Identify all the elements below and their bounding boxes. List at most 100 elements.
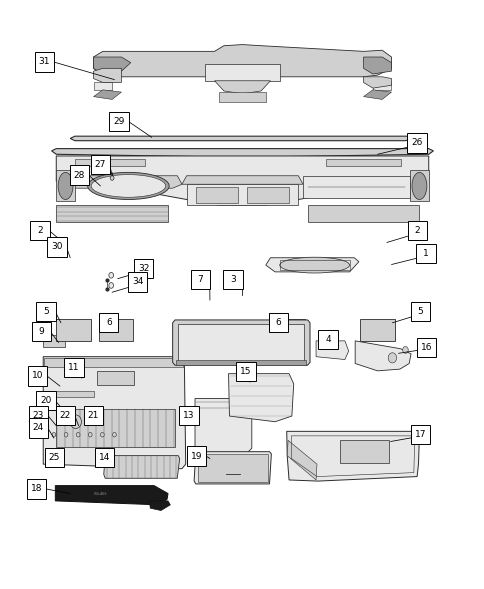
Bar — [56, 409, 175, 447]
Polygon shape — [363, 90, 391, 100]
Text: 26: 26 — [410, 138, 422, 147]
FancyBboxPatch shape — [407, 221, 426, 240]
Ellipse shape — [108, 283, 113, 288]
Polygon shape — [70, 136, 414, 141]
FancyBboxPatch shape — [109, 112, 128, 131]
Ellipse shape — [411, 173, 426, 200]
Text: 25: 25 — [48, 453, 60, 462]
Polygon shape — [104, 456, 179, 478]
FancyBboxPatch shape — [318, 330, 337, 349]
Bar — [219, 92, 265, 102]
Text: 6: 6 — [106, 318, 111, 327]
Text: 32: 32 — [138, 264, 149, 273]
FancyBboxPatch shape — [30, 221, 49, 240]
FancyBboxPatch shape — [91, 154, 110, 174]
Polygon shape — [265, 258, 358, 272]
FancyBboxPatch shape — [190, 270, 210, 289]
Polygon shape — [214, 81, 270, 94]
Polygon shape — [363, 77, 391, 88]
Ellipse shape — [58, 173, 73, 200]
Polygon shape — [228, 373, 293, 422]
FancyBboxPatch shape — [29, 418, 48, 438]
Text: 24: 24 — [33, 423, 44, 432]
Polygon shape — [359, 319, 394, 341]
FancyBboxPatch shape — [410, 425, 429, 444]
Bar — [75, 159, 144, 166]
Polygon shape — [56, 319, 91, 341]
FancyBboxPatch shape — [269, 313, 288, 332]
Polygon shape — [99, 319, 132, 341]
Ellipse shape — [112, 432, 116, 437]
Ellipse shape — [110, 176, 114, 180]
FancyBboxPatch shape — [64, 358, 83, 377]
Text: 2: 2 — [37, 226, 43, 235]
FancyBboxPatch shape — [47, 237, 67, 257]
Polygon shape — [287, 441, 317, 480]
Text: 20: 20 — [40, 396, 51, 405]
FancyBboxPatch shape — [187, 446, 206, 466]
Bar — [205, 64, 279, 81]
Text: 6: 6 — [275, 318, 281, 327]
Text: WILLANS: WILLANS — [93, 492, 107, 496]
Text: 15: 15 — [240, 367, 251, 376]
Text: 10: 10 — [32, 371, 43, 380]
Ellipse shape — [70, 415, 81, 429]
Text: 27: 27 — [94, 160, 106, 169]
FancyBboxPatch shape — [70, 166, 89, 185]
Text: 9: 9 — [38, 327, 44, 336]
FancyBboxPatch shape — [28, 366, 47, 386]
Bar — [97, 371, 134, 385]
Polygon shape — [354, 341, 410, 371]
FancyBboxPatch shape — [134, 259, 153, 278]
FancyBboxPatch shape — [95, 448, 114, 467]
Polygon shape — [56, 170, 75, 201]
Ellipse shape — [402, 346, 408, 353]
Bar — [176, 359, 305, 365]
Text: 21: 21 — [88, 411, 99, 420]
Polygon shape — [182, 176, 302, 184]
Text: 23: 23 — [33, 411, 44, 420]
FancyBboxPatch shape — [415, 244, 435, 263]
Ellipse shape — [88, 173, 169, 200]
Polygon shape — [363, 57, 391, 74]
Bar — [51, 391, 93, 398]
Text: 7: 7 — [197, 275, 203, 284]
Text: 11: 11 — [68, 363, 79, 372]
FancyBboxPatch shape — [36, 391, 56, 411]
Bar — [247, 187, 288, 203]
FancyBboxPatch shape — [99, 313, 118, 332]
Text: 5: 5 — [417, 307, 422, 316]
Polygon shape — [93, 57, 131, 74]
Text: 17: 17 — [414, 430, 425, 439]
FancyBboxPatch shape — [236, 362, 255, 381]
Polygon shape — [195, 399, 251, 453]
Polygon shape — [286, 431, 419, 481]
Polygon shape — [302, 176, 409, 198]
Text: 5: 5 — [43, 307, 49, 316]
FancyBboxPatch shape — [407, 133, 426, 153]
FancyBboxPatch shape — [179, 406, 198, 425]
Ellipse shape — [91, 174, 166, 197]
Ellipse shape — [108, 273, 113, 278]
Bar — [307, 205, 419, 222]
Bar — [186, 184, 298, 205]
Polygon shape — [372, 82, 391, 90]
Polygon shape — [172, 320, 309, 365]
Text: 29: 29 — [113, 117, 124, 126]
Text: 30: 30 — [51, 243, 63, 252]
Text: 13: 13 — [183, 411, 194, 420]
Ellipse shape — [76, 432, 80, 437]
FancyBboxPatch shape — [56, 406, 75, 425]
FancyBboxPatch shape — [84, 406, 103, 425]
Bar — [279, 260, 349, 270]
Ellipse shape — [52, 432, 56, 437]
Text: 22: 22 — [60, 411, 71, 420]
Bar — [340, 441, 388, 463]
Text: 18: 18 — [31, 484, 42, 494]
Polygon shape — [316, 341, 348, 359]
FancyBboxPatch shape — [45, 448, 64, 467]
Text: 16: 16 — [420, 343, 432, 352]
Text: 28: 28 — [74, 171, 85, 180]
Ellipse shape — [64, 432, 68, 437]
FancyBboxPatch shape — [27, 479, 46, 499]
